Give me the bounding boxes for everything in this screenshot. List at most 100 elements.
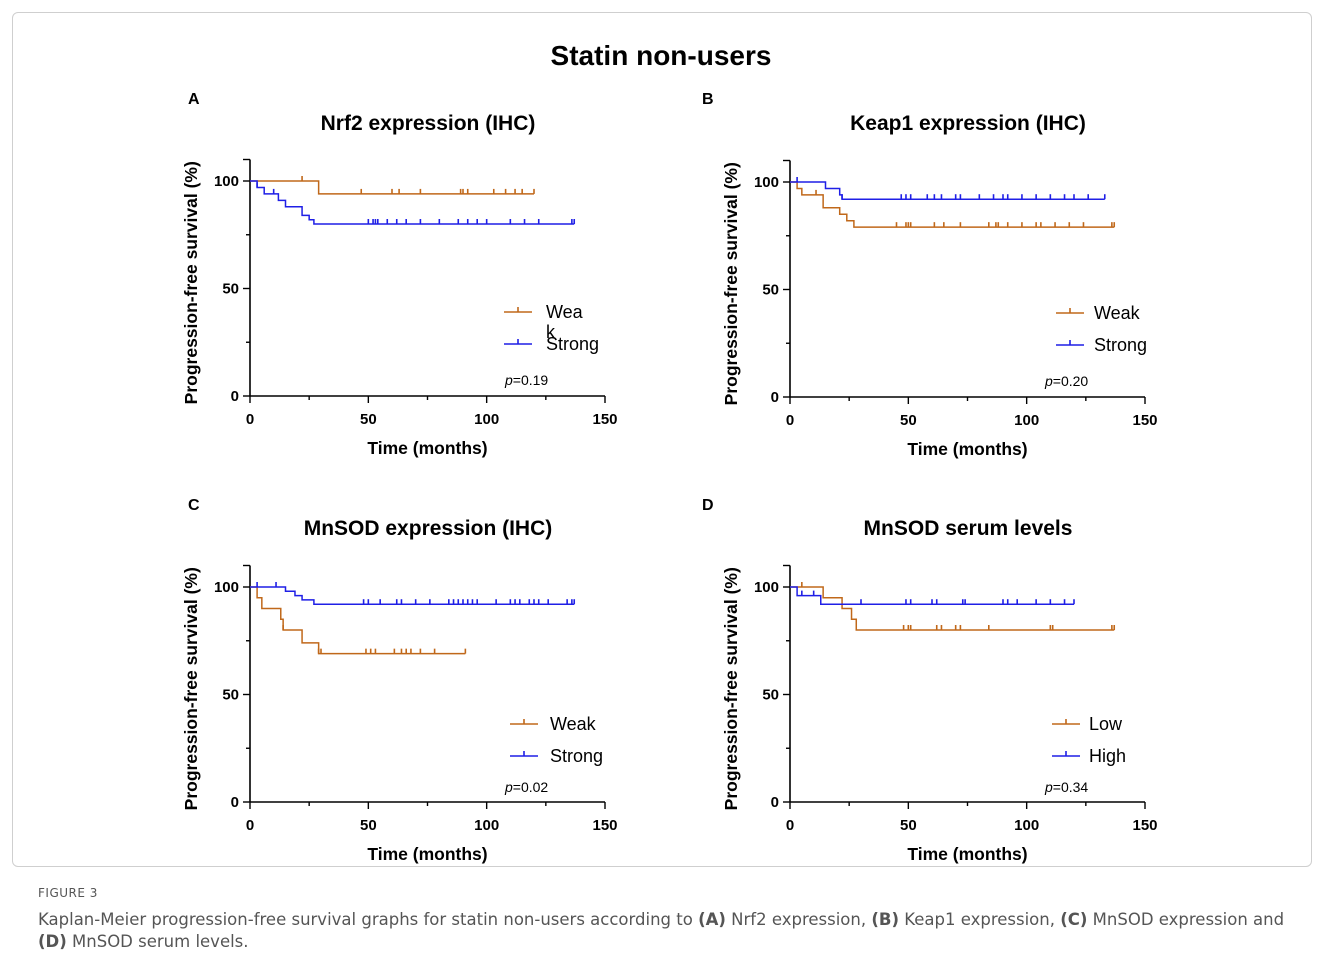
y-tick-label: 50 <box>222 687 239 704</box>
p-value-label: p=0.19 <box>504 372 548 388</box>
legend-label-line: Weak <box>1094 303 1141 323</box>
caption-panel-ref: (D) <box>38 932 67 951</box>
caption-panel-ref: (A) <box>698 910 726 929</box>
p-value: =0.20 <box>1053 373 1089 389</box>
p-symbol: p <box>504 372 513 388</box>
p-value: =0.19 <box>513 372 549 388</box>
y-tick-label: 0 <box>771 389 779 406</box>
caption-panel-ref: (B) <box>871 910 900 929</box>
y-axis-label: Progression-free survival (%) <box>181 161 201 404</box>
y-tick-label: 50 <box>222 281 239 298</box>
x-tick-label: 0 <box>246 817 254 834</box>
x-axis-label: Time (months) <box>367 438 487 458</box>
legend-label: Strong <box>546 334 599 354</box>
panel-letter: A <box>188 91 200 108</box>
y-tick-label: 100 <box>754 579 779 596</box>
legend-label-line: Strong <box>1094 335 1147 355</box>
y-tick-label: 100 <box>754 174 779 191</box>
km-curve-group2 <box>790 586 1074 605</box>
legend-label: Strong <box>1094 335 1147 355</box>
panel-title: Keap1 expression (IHC) <box>850 112 1086 135</box>
legend-label-line: High <box>1089 746 1126 766</box>
y-tick-label: 0 <box>231 388 239 405</box>
caption-segment: Kaplan-Meier progression-free survival g… <box>38 910 699 929</box>
x-tick-label: 100 <box>1014 817 1039 834</box>
x-tick-label: 50 <box>900 817 917 834</box>
legend-label: Weak <box>550 714 597 734</box>
y-tick-label: 100 <box>214 579 239 596</box>
x-tick-label: 100 <box>1014 412 1039 429</box>
y-axis-label: Progression-free survival (%) <box>181 567 201 810</box>
km-curve-group2 <box>250 586 575 605</box>
caption-panel-ref: (C) <box>1060 910 1088 929</box>
p-value-label: p=0.34 <box>1044 779 1088 795</box>
x-tick-label: 0 <box>786 817 794 834</box>
caption-segment: MnSOD expression and <box>1087 910 1285 929</box>
p-value: =0.34 <box>1053 779 1089 795</box>
panel-letter: B <box>702 91 714 108</box>
x-tick-label: 50 <box>360 411 377 428</box>
panel-letter: C <box>188 497 200 514</box>
km-panel-d: D MnSOD serum levels 0 50 100 0 50 100 150 Time (… <box>702 497 1158 864</box>
y-tick-label: 0 <box>231 794 239 811</box>
y-axis-label: Progression-free survival (%) <box>721 162 741 405</box>
legend-label: Strong <box>550 746 603 766</box>
p-value: =0.02 <box>513 779 549 795</box>
y-tick-label: 50 <box>762 282 779 299</box>
x-tick-label: 100 <box>474 411 499 428</box>
caption-label: FIGURE 3 <box>38 886 98 900</box>
x-tick-label: 0 <box>786 412 794 429</box>
legend-label: High <box>1089 746 1126 766</box>
panel-title: MnSOD serum levels <box>864 517 1073 540</box>
legend-label-line: Weak <box>550 714 597 734</box>
legend-label: Low <box>1089 714 1123 734</box>
km-curve-group2 <box>250 180 575 225</box>
caption-segment: Keap1 expression, <box>899 910 1061 929</box>
x-axis-label: Time (months) <box>907 439 1027 459</box>
p-value-label: p=0.02 <box>504 779 548 795</box>
caption-segment: Nrf2 expression, <box>725 910 872 929</box>
y-tick-label: 100 <box>214 173 239 190</box>
km-plots-svg: A Nrf2 expression (IHC) 0 50 100 0 50 100 150 Tim… <box>181 91 1158 864</box>
km-curve-group1 <box>790 586 1115 631</box>
figure-caption: FIGURE 3 Kaplan-Meier progression-free s… <box>38 886 1288 953</box>
panel-letter: D <box>702 497 714 514</box>
legend-label: Weak <box>1094 303 1141 323</box>
figure-frame <box>12 12 1312 867</box>
km-panel-a: A Nrf2 expression (IHC) 0 50 100 0 50 100 150 Tim… <box>181 91 618 458</box>
p-symbol: p <box>504 779 513 795</box>
km-panel-b: B Keap1 expression (IHC) 0 50 100 0 50 100 150 Ti… <box>702 91 1158 459</box>
x-axis-label: Time (months) <box>367 844 487 864</box>
p-symbol: p <box>1044 373 1053 389</box>
x-tick-label: 150 <box>1132 817 1157 834</box>
caption-text: Kaplan-Meier progression-free survival g… <box>38 909 1288 953</box>
x-tick-label: 150 <box>1132 412 1157 429</box>
x-tick-label: 100 <box>474 817 499 834</box>
km-panel-c: C MnSOD expression (IHC) 0 50 100 0 50 100 150 Ti… <box>181 497 618 864</box>
panel-title: MnSOD expression (IHC) <box>304 517 553 540</box>
x-axis-label: Time (months) <box>907 844 1027 864</box>
p-value-label: p=0.20 <box>1044 373 1088 389</box>
legend-label-line: Strong <box>550 746 603 766</box>
x-tick-label: 50 <box>360 817 377 834</box>
x-tick-label: 0 <box>246 411 254 428</box>
y-tick-label: 0 <box>771 794 779 811</box>
x-tick-label: 50 <box>900 412 917 429</box>
x-tick-label: 150 <box>592 817 617 834</box>
legend-label-line: k <box>546 322 556 342</box>
km-curve-group1 <box>250 586 466 655</box>
legend-label-line: Wea <box>546 302 584 322</box>
panel-title: Nrf2 expression (IHC) <box>321 112 536 135</box>
y-tick-label: 50 <box>762 687 779 704</box>
p-symbol: p <box>1044 779 1053 795</box>
caption-segment: MnSOD serum levels. <box>66 932 249 951</box>
figure-main-title: Statin non-users <box>550 40 772 71</box>
legend-label-line: Low <box>1089 714 1123 734</box>
x-tick-label: 150 <box>592 411 617 428</box>
km-curve-group1 <box>250 180 534 195</box>
km-curve-group1 <box>790 181 1115 228</box>
y-axis-label: Progression-free survival (%) <box>721 567 741 810</box>
legend-label-line: Strong <box>546 334 599 354</box>
km-curve-group2 <box>790 181 1105 200</box>
